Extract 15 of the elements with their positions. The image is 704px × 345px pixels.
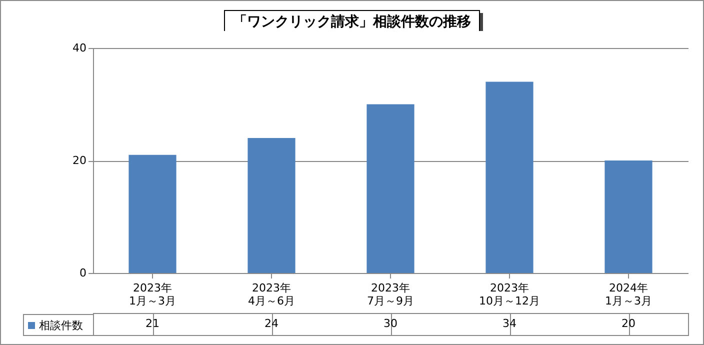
x-tick-label: 2023年 10月～12月: [479, 282, 540, 308]
y-tick-label: 40: [72, 42, 86, 54]
x-tick-label: 2023年 7月～9月: [367, 282, 414, 308]
chart-title: 「ワンクリック請求」相談件数の推移: [224, 10, 480, 34]
data-label: 24: [264, 317, 278, 330]
x-tick-label: 2023年 4月～6月: [248, 282, 295, 308]
y-tick-label: 20: [72, 154, 86, 167]
data-label: 34: [502, 317, 516, 330]
data-label: 30: [384, 317, 398, 330]
legend-label: 相談件数: [39, 318, 83, 332]
data-label: 21: [146, 317, 160, 330]
x-tick-label: 2023年 1月～3月: [129, 282, 176, 308]
x-tick-label: 2024年 1月～3月: [605, 282, 652, 308]
y-tick-label: 0: [80, 266, 86, 280]
data-label: 20: [622, 317, 636, 330]
